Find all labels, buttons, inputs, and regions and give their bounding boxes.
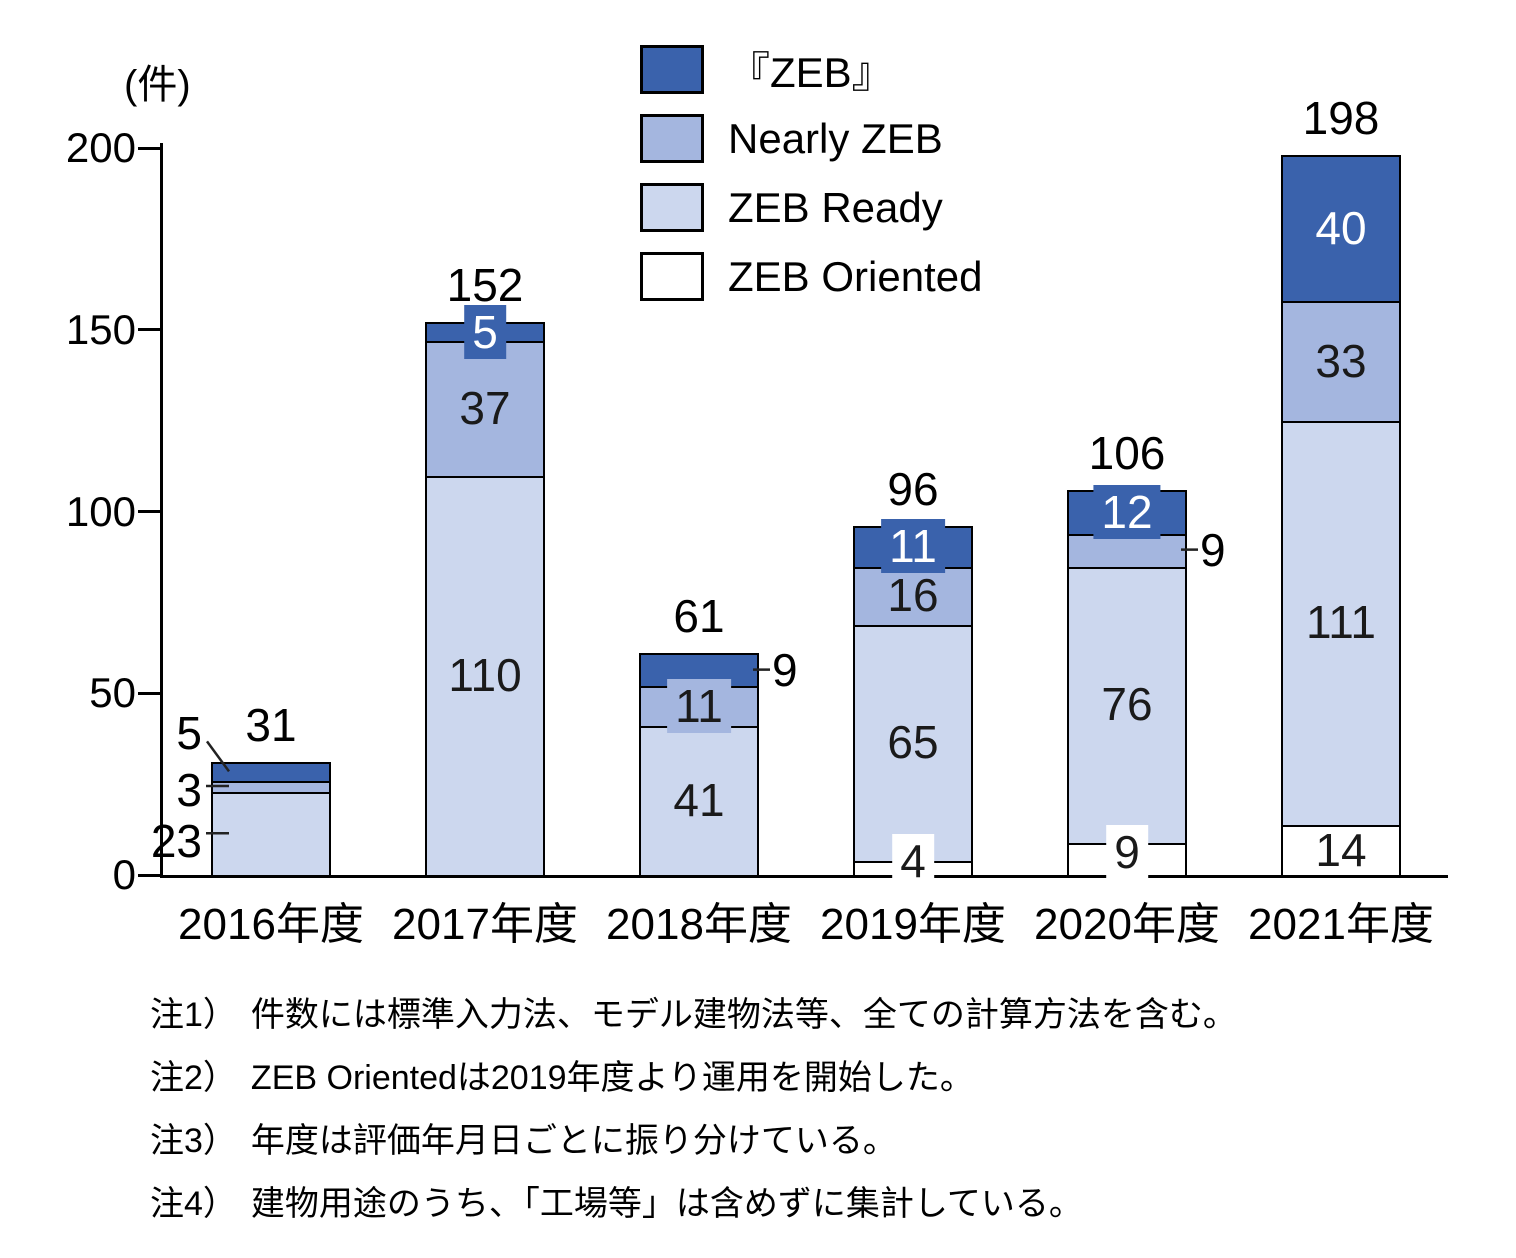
- legend-swatch-zeb: [640, 45, 704, 94]
- bar-segment: [1281, 420, 1401, 827]
- legend-label-zeb-oriented: ZEB Oriented: [728, 252, 983, 300]
- segment-label-badge: 12: [1093, 484, 1161, 539]
- legend-label-zeb: 『ZEB』: [728, 49, 894, 96]
- legend-label-zeb-ready: ZEB Ready: [728, 183, 943, 231]
- segment-label: 76: [1101, 678, 1153, 731]
- footnote-1-label: 注1）: [150, 996, 237, 1034]
- bar-segment: [425, 475, 545, 878]
- footnote-1-text: 件数には標準入力法、モデル建物法等、全ての計算方法を含む。: [250, 996, 1237, 1034]
- footnote-3-text: 年度は評価年月日ごとに振り分けている。: [250, 1122, 897, 1160]
- segment-label: 40: [1315, 201, 1367, 254]
- footnotes: 注1） 件数には標準入力法、モデル建物法等、全ての計算方法を含む。 注2） ZE…: [150, 998, 1237, 1250]
- footnote-3-label: 注3）: [150, 1122, 237, 1160]
- bar-segment: [211, 791, 331, 878]
- segment-label: 65: [887, 716, 939, 769]
- legend-label-nearly-zeb: Nearly ZEB: [728, 114, 943, 162]
- segment-label: 41: [673, 774, 725, 827]
- legend-item-zeb: 『ZEB』: [640, 45, 982, 96]
- bar-segment: [211, 762, 331, 783]
- legend-item-nearly-zeb: Nearly ZEB: [640, 114, 982, 163]
- x-axis-label: 2020年度: [1034, 900, 1220, 949]
- bar-total-label: 96: [887, 463, 939, 516]
- bar-segment: [1281, 155, 1401, 304]
- y-axis-unit-label: (件): [124, 63, 191, 107]
- y-axis-label: 50: [89, 669, 136, 717]
- bar-total-label: 198: [1302, 92, 1380, 145]
- legend-swatch-zeb-oriented: [640, 252, 704, 301]
- segment-callout-label: 23: [150, 815, 202, 868]
- bar-segment: [853, 624, 973, 863]
- segment-callout-label: 5: [176, 707, 202, 760]
- y-axis-label: 0: [112, 851, 136, 898]
- bar-total-label: 106: [1088, 426, 1166, 479]
- legend-item-zeb-ready: ZEB Ready: [640, 183, 982, 232]
- segment-label: 33: [1315, 334, 1367, 387]
- bar-total-label: 152: [446, 259, 524, 312]
- x-axis-label: 2017年度: [392, 900, 578, 949]
- bar-segment: [1067, 533, 1187, 569]
- legend: 『ZEB』 Nearly ZEB ZEB Ready ZEB Oriented: [640, 45, 982, 321]
- footnote-4: 注4） 建物用途のうち、「工場等」は含めずに集計している。: [150, 1187, 1237, 1222]
- bar-segment: [425, 340, 545, 478]
- segment-label-badge: 11: [667, 678, 731, 733]
- x-axis-label: 2021年度: [1248, 900, 1434, 949]
- legend-swatch-zeb-ready: [640, 183, 704, 232]
- x-axis-label: 2016年度: [178, 900, 364, 949]
- y-axis-label: 100: [65, 487, 136, 535]
- segment-label: 110: [448, 649, 522, 702]
- segment-label: 14: [1315, 823, 1367, 876]
- segment-label: 111: [1306, 596, 1376, 649]
- y-axis-line: [160, 143, 163, 878]
- segment-callout-label: 3: [176, 763, 202, 816]
- y-axis-tick: [138, 146, 160, 150]
- segment-label-badge: 9: [1106, 824, 1148, 879]
- footnote-2: 注2） ZEB Orientedは2019年度より運用を開始した。: [150, 1061, 1237, 1096]
- footnote-2-text: ZEB Orientedは2019年度より運用を開始した。: [250, 1059, 974, 1097]
- legend-item-zeb-oriented: ZEB Oriented: [640, 252, 982, 301]
- bar-total-label: 31: [245, 699, 297, 752]
- y-axis-tick: [138, 328, 160, 332]
- x-axis-label: 2018年度: [606, 900, 792, 949]
- segment-callout-label: 9: [772, 643, 798, 696]
- y-axis-label: 150: [65, 305, 136, 353]
- footnote-4-label: 注4）: [150, 1185, 237, 1223]
- y-axis-tick: [138, 873, 160, 877]
- bar-segment: [639, 725, 759, 878]
- footnote-1: 注1） 件数には標準入力法、モデル建物法等、全ての計算方法を含む。: [150, 998, 1237, 1033]
- y-axis-tick: [138, 510, 160, 513]
- footnote-3: 注3） 年度は評価年月日ごとに振り分けている。: [150, 1124, 1237, 1159]
- x-axis-label: 2019年度: [820, 900, 1006, 949]
- footnote-2-label: 注2）: [150, 1059, 237, 1097]
- segment-callout-label: 9: [1200, 523, 1226, 576]
- footnote-4-text: 建物用途のうち、「工場等」は含めずに集計している。: [250, 1185, 1083, 1223]
- segment-label: 16: [887, 569, 939, 622]
- y-axis-label: 200: [65, 124, 136, 171]
- x-axis-line: [160, 875, 1448, 878]
- segment-label-badge: 11: [881, 519, 945, 574]
- bar-total-label: 61: [673, 590, 725, 643]
- legend-swatch-nearly-zeb: [640, 114, 704, 163]
- y-axis-tick: [138, 691, 160, 695]
- segment-label: 37: [459, 381, 511, 434]
- segment-label-badge: 4: [892, 833, 934, 888]
- segment-label-badge: 5: [464, 304, 506, 359]
